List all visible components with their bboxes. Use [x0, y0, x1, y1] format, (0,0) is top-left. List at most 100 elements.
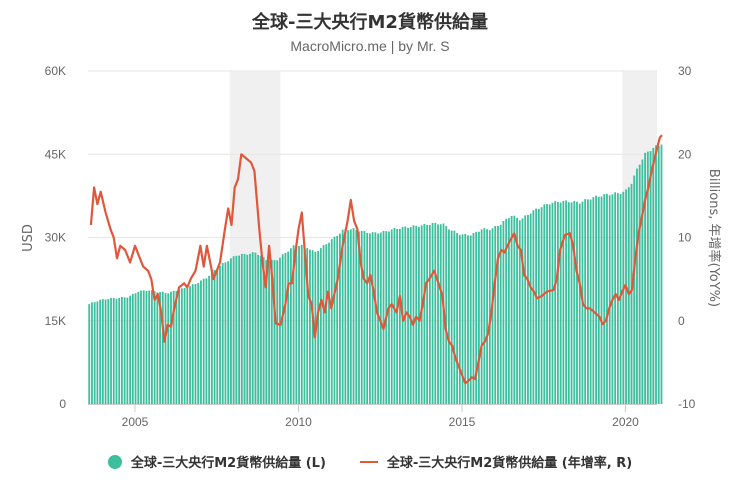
left-axis-title: USD [21, 224, 36, 252]
bar [445, 226, 448, 404]
bar [129, 295, 131, 404]
bar [456, 232, 458, 404]
bar [546, 204, 548, 404]
bar [137, 291, 140, 404]
bar [576, 201, 578, 404]
bar [603, 194, 606, 404]
bar [295, 245, 298, 404]
legend-item-m2-yoy[interactable]: 全球-三大央行M2貨幣供給量 (年增率, R) [359, 452, 633, 471]
bar [660, 144, 663, 404]
chart-subtitle: MacroMicro.me | by Mr. S [290, 38, 450, 54]
x-axis: 2005 2010 2015 2020 [88, 404, 657, 429]
right-tick-label: 10 [678, 231, 692, 245]
bar [467, 235, 469, 404]
bar [232, 256, 235, 404]
bar [142, 290, 145, 404]
legend-label: 全球-三大央行M2貨幣供給量 (年增率, R) [386, 456, 633, 471]
bar [153, 291, 156, 404]
bar [644, 152, 647, 404]
bar [276, 260, 279, 404]
bar [396, 228, 399, 404]
bar [191, 284, 194, 404]
bar [652, 147, 655, 405]
bar [336, 235, 339, 404]
bar [592, 197, 595, 404]
bar [328, 242, 330, 404]
left-tick-label: 45K [45, 147, 66, 161]
bar [309, 249, 311, 404]
bar [349, 229, 352, 404]
bar [657, 145, 660, 404]
bar [448, 229, 450, 404]
bar [499, 224, 502, 404]
bar [627, 187, 630, 404]
bar [475, 231, 478, 404]
left-tick-label: 60K [45, 64, 66, 78]
bar [221, 263, 224, 404]
bar [284, 252, 287, 404]
bar [409, 227, 412, 404]
bar [529, 213, 532, 404]
bar [428, 225, 431, 404]
bar [355, 229, 358, 404]
bar [502, 220, 505, 404]
bar [180, 288, 183, 404]
bar [472, 232, 475, 404]
bar [388, 231, 390, 404]
bar [377, 233, 379, 404]
bar [270, 259, 273, 404]
bar [630, 183, 633, 404]
bar [104, 299, 107, 404]
bar [557, 202, 559, 404]
bar [186, 288, 189, 404]
bar [145, 291, 148, 404]
bar [150, 290, 153, 404]
bar [178, 290, 181, 404]
right-tick-label: 30 [678, 64, 692, 78]
right-tick-label: 20 [678, 147, 692, 161]
bar [437, 224, 439, 404]
bar [393, 227, 396, 404]
bar [524, 215, 527, 404]
bar [347, 230, 349, 404]
bar [567, 202, 570, 404]
bar [170, 291, 172, 404]
bar-series[interactable] [88, 144, 663, 405]
legend-item-m2-level[interactable]: 全球-三大央行M2貨幣供給量 (L) [107, 452, 326, 471]
bar [641, 159, 644, 404]
x-tick-label: 2005 [122, 415, 149, 429]
bar [265, 260, 268, 404]
bar [412, 225, 415, 404]
bar [505, 218, 508, 404]
bar [543, 204, 546, 404]
left-tick-label: 0 [59, 397, 66, 411]
bar [88, 304, 91, 404]
x-tick-label: 2015 [449, 415, 476, 429]
bar [202, 278, 205, 404]
bar [497, 226, 499, 404]
bar [469, 235, 472, 404]
bar [510, 215, 513, 404]
bar [93, 302, 96, 404]
bar [254, 252, 257, 404]
bar [562, 200, 565, 404]
bar [390, 229, 393, 404]
bar [156, 292, 159, 404]
bar [292, 245, 295, 404]
bar [123, 297, 126, 404]
bar [230, 258, 232, 404]
bar [352, 228, 355, 404]
yoy-line-series[interactable] [89, 134, 663, 385]
bar [101, 299, 104, 404]
bar [110, 297, 112, 404]
bar [426, 224, 429, 404]
bar [322, 245, 325, 404]
bar [183, 288, 186, 404]
bar [306, 248, 309, 404]
bar [167, 293, 170, 404]
x-tick-label: 2010 [285, 415, 312, 429]
bar [235, 255, 238, 404]
bar [319, 248, 322, 404]
bar [300, 244, 303, 404]
bar [537, 208, 540, 404]
